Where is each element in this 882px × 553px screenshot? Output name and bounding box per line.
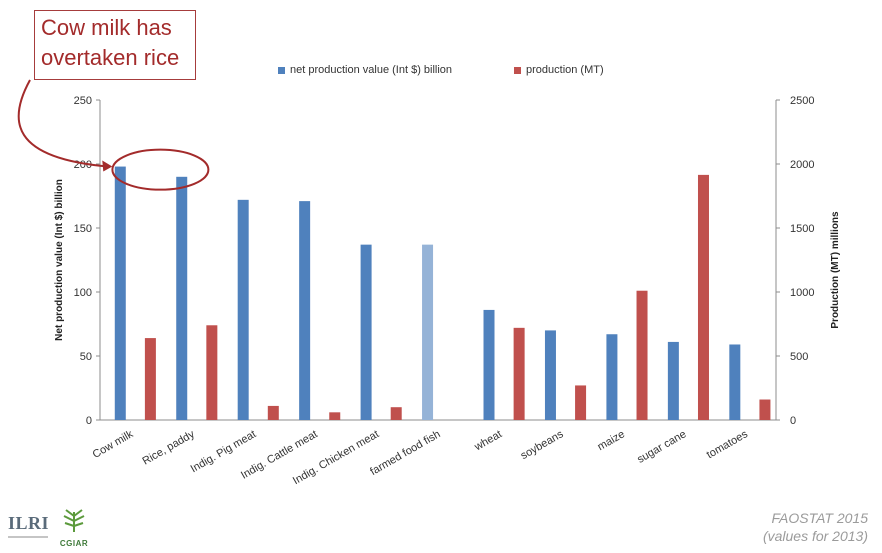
source-line-1: FAOSTAT 2015 <box>763 509 868 527</box>
bar-production <box>329 412 340 420</box>
chart-bars <box>115 167 771 420</box>
bar-net-value <box>176 177 187 420</box>
bar-production <box>698 175 709 420</box>
highlight-ellipse <box>112 150 208 190</box>
y-tick-label: 150 <box>74 223 92 235</box>
bar-net-value <box>668 342 679 420</box>
y-tick-label: 250 <box>74 95 92 107</box>
y2-tick-label: 2500 <box>790 95 814 107</box>
y2-tick-label: 500 <box>790 351 808 363</box>
category-label: sugar cane <box>635 428 688 466</box>
bar-production <box>514 328 525 420</box>
y-axis-title: Net production value (Int $) billion <box>54 179 65 341</box>
legend-label-value: net production value (Int $) billion <box>290 64 452 76</box>
bar-net-value <box>361 245 372 420</box>
legend-label-production: production (MT) <box>526 64 604 76</box>
bar-net-value <box>606 334 617 420</box>
source-line-2: (values for 2013) <box>763 527 868 545</box>
cgiar-leaf-icon <box>59 508 89 534</box>
annotation-arrow <box>19 80 109 167</box>
category-label: maize <box>596 428 627 453</box>
y2-tick-label: 1500 <box>790 223 814 235</box>
bar-net-value <box>299 201 310 420</box>
y-tick-label: 0 <box>86 415 92 427</box>
bar-production <box>575 385 586 420</box>
legend-item-production: production (MT) <box>514 64 604 76</box>
category-label: wheat <box>472 428 504 454</box>
bar-net-value <box>238 200 249 420</box>
bar-net-value <box>422 245 433 420</box>
legend-swatch-red <box>514 67 521 74</box>
callout-line-2: overtaken rice <box>41 43 189 73</box>
annotation <box>19 80 209 190</box>
callout-line-1: Cow milk has <box>41 13 189 43</box>
legend-swatch-blue <box>278 67 285 74</box>
y2-axis-title: Production (MT) millions <box>830 211 841 329</box>
cgiar-logo-text: CGIAR <box>54 539 94 548</box>
y-tick-label: 50 <box>80 351 92 363</box>
bar-production <box>268 406 279 420</box>
bar-net-value <box>545 330 556 420</box>
category-label: tomatoes <box>705 428 751 461</box>
bar-production <box>206 325 217 420</box>
legend-item-value: net production value (Int $) billion <box>278 64 452 76</box>
ilri-logo: ILRI <box>8 513 49 538</box>
category-label: Rice, paddy <box>140 428 197 468</box>
category-label: soybeans <box>519 428 566 462</box>
y2-tick-label: 1000 <box>790 287 814 299</box>
bar-net-value <box>729 344 740 420</box>
bar-net-value <box>115 167 126 420</box>
source-note: FAOSTAT 2015 (values for 2013) <box>763 509 868 545</box>
callout-box: Cow milk has overtaken rice <box>34 10 196 80</box>
bar-production <box>637 291 648 420</box>
y2-tick-label: 0 <box>790 415 796 427</box>
category-label: Cow milk <box>91 428 136 461</box>
bar-production <box>759 400 770 420</box>
y-tick-label: 100 <box>74 287 92 299</box>
bar-net-value <box>484 310 495 420</box>
bar-production <box>145 338 156 420</box>
bar-production <box>391 407 402 420</box>
y2-tick-label: 2000 <box>790 159 814 171</box>
cgiar-logo: CGIAR <box>54 508 94 548</box>
arrowhead-icon <box>102 161 112 172</box>
ilri-logo-text: ILRI <box>8 513 49 534</box>
